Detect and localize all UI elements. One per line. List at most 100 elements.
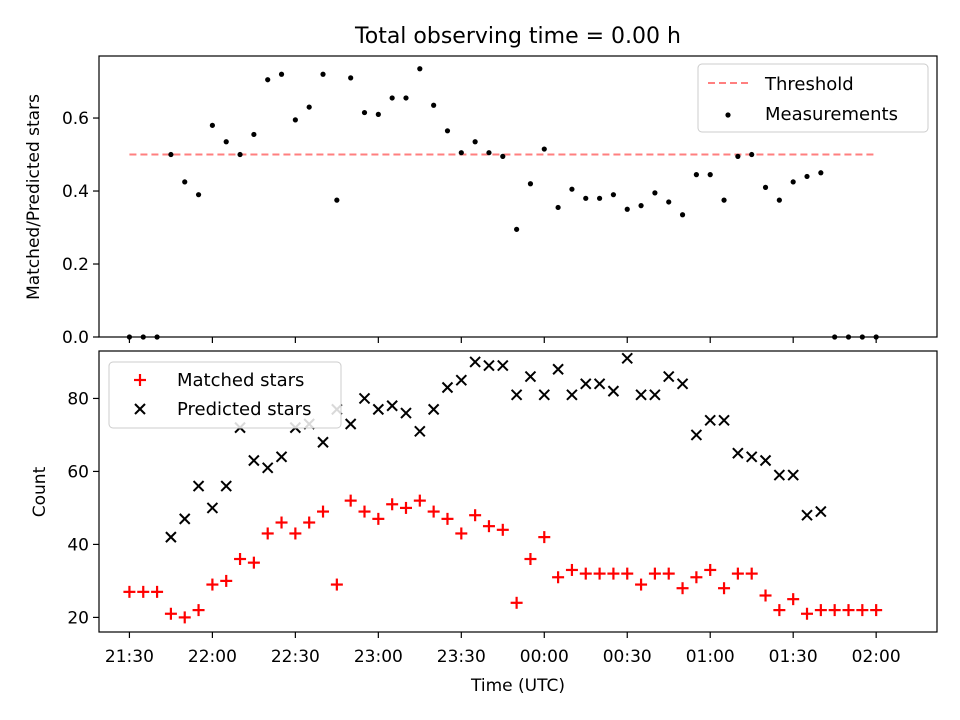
- matched-star-marker: [801, 607, 814, 620]
- matched-star-marker: [427, 505, 440, 518]
- bottom-x-tick-label: 23:30: [437, 647, 486, 667]
- matched-star-marker: [870, 604, 883, 617]
- predicted-star-marker-b: [773, 469, 786, 481]
- measurement-point: [596, 195, 603, 201]
- top-axes-frame: [98, 55, 938, 338]
- predicted-star-marker: [663, 370, 675, 383]
- matched-star-marker: [455, 527, 468, 540]
- measurement-point: [735, 153, 741, 159]
- predicted-star-marker: [275, 451, 288, 463]
- measurement-point: [209, 122, 215, 128]
- matched-star-marker: [731, 567, 744, 580]
- predicted-star-marker: [607, 385, 620, 397]
- predicted-star-marker-b: [732, 447, 744, 459]
- predicted-star-marker: [372, 403, 385, 416]
- measurement-point: [527, 181, 534, 187]
- matched-star-marker: [538, 531, 551, 544]
- measurement-point: [776, 197, 782, 203]
- measurement-point: [251, 131, 257, 138]
- bottom-x-tick-label: 22:00: [188, 647, 237, 667]
- measurement-point: [306, 104, 312, 110]
- predicted-star-marker: [676, 378, 689, 390]
- predicted-star-marker-b: [815, 505, 827, 518]
- measurement-point: [679, 212, 686, 218]
- predicted-star-marker: [580, 378, 592, 390]
- measurement-point: [320, 71, 326, 77]
- measurement-point: [348, 75, 354, 81]
- matched-star-marker: [192, 604, 205, 617]
- measurement-point: [555, 204, 561, 211]
- predicted-star-marker-b: [275, 451, 288, 463]
- measurement-point: [569, 186, 575, 192]
- measurement-point: [265, 77, 271, 83]
- predicted-star-marker: [801, 509, 813, 521]
- matched-star-marker: [814, 604, 827, 617]
- matched-star-marker: [524, 553, 537, 566]
- measurement-point: [458, 150, 464, 156]
- bottom-x-axis-label: Time (UTC): [470, 676, 565, 696]
- bottom-x-tick-label: 01:00: [686, 647, 735, 667]
- predicted-star-marker-b: [690, 429, 703, 441]
- measurement-point: [472, 139, 478, 145]
- measurement-point: [500, 153, 506, 159]
- predicted-star-marker-b: [344, 418, 357, 430]
- measurement-point: [721, 197, 727, 203]
- predicted-star-marker-b: [718, 414, 730, 427]
- matched-star-marker: [676, 582, 689, 595]
- measurement-point: [292, 117, 298, 123]
- measurement-point: [790, 179, 796, 185]
- top-chart-title: Total observing time = 0.00 h: [354, 24, 681, 49]
- measurement-point: [223, 139, 229, 145]
- predicted-star-marker-b: [497, 359, 509, 372]
- predicted-star-marker-b: [483, 359, 495, 372]
- predicted-star-marker-b: [801, 509, 813, 521]
- measurement-point: [638, 203, 644, 209]
- predicted-star-marker: [358, 392, 371, 405]
- matched-star-marker: [510, 596, 523, 609]
- bottom-x-tick-label: 00:30: [603, 647, 652, 667]
- predicted-star-marker: [538, 389, 550, 401]
- matched-star-marker: [261, 527, 274, 540]
- predicted-star-marker: [524, 370, 537, 383]
- measurement-point: [666, 199, 672, 205]
- matched-star-marker: [206, 578, 219, 591]
- bottom-y-tick-label: 80: [67, 389, 89, 409]
- predicted-star-marker-b: [261, 462, 274, 474]
- predicted-star-marker: [718, 414, 730, 427]
- matched-star-marker: [247, 556, 260, 569]
- measurement-point: [762, 184, 769, 190]
- predicted-star-marker: [400, 407, 412, 419]
- predicted-star-marker: [649, 389, 661, 401]
- bottom-legend-box: [108, 361, 342, 429]
- matched-star-marker: [759, 589, 772, 602]
- matched-star-marker: [344, 494, 357, 507]
- matched-star-marker: [151, 585, 164, 598]
- predicted-star-marker: [455, 374, 468, 386]
- measurement-point: [431, 102, 437, 108]
- legend-predicted-swatch: [134, 403, 146, 415]
- measurement-point: [583, 195, 589, 201]
- top-y-tick-label: 0.4: [62, 182, 89, 202]
- matched-star-marker: [856, 604, 869, 617]
- matched-star-marker: [718, 582, 731, 595]
- matched-star-marker: [662, 567, 675, 580]
- predicted-star-marker-b: [414, 425, 426, 437]
- matched-star-marker: [828, 604, 841, 617]
- matched-star-marker: [413, 494, 426, 507]
- predicted-star-marker: [414, 425, 426, 437]
- predicted-star-marker-b: [663, 370, 675, 383]
- matched-star-marker: [621, 567, 634, 580]
- top-axes: 0.0 0.2 0.4 0.6 Matched/Predicted stars Thr…: [24, 55, 938, 348]
- measurement-point: [541, 146, 547, 152]
- predicted-star-marker: [179, 513, 191, 525]
- predicted-star-marker-b: [358, 392, 371, 405]
- measurement-point: [818, 170, 824, 176]
- measurement-point: [444, 128, 451, 134]
- measurement-point: [514, 226, 520, 232]
- predicted-star-marker-b: [192, 480, 205, 492]
- matched-star-marker: [482, 520, 495, 533]
- top-legend: Threshold Measurements: [697, 63, 929, 133]
- matched-star-marker: [787, 593, 800, 606]
- measurement-point: [693, 172, 699, 178]
- top-legend-box: [697, 63, 929, 133]
